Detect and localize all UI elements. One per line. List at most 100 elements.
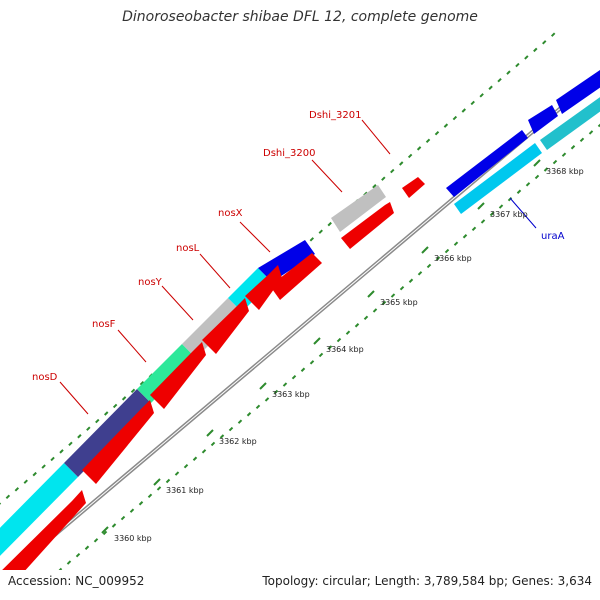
tick-dot-upper — [570, 18, 573, 21]
leader-Dshi-3201 — [361, 119, 391, 155]
gene-arrow-blue-1[interactable] — [446, 130, 528, 197]
tick-dot-lower — [372, 308, 378, 313]
tick-dot-lower — [561, 152, 567, 157]
tick-dot-upper — [5, 494, 11, 500]
tick-dot-lower — [183, 463, 189, 469]
gene-block-uraA[interactable] — [454, 143, 542, 214]
gene-label-dshi-3201[interactable]: Dshi_3201 — [309, 110, 361, 121]
tick-dot-lower — [58, 567, 63, 570]
tick-mark-3367 — [477, 202, 485, 210]
tick-dot-lower — [165, 478, 171, 484]
gene-arrow-blue-2[interactable] — [528, 105, 558, 134]
tick-mark-3362 — [206, 429, 214, 437]
tick-mark-3360 — [101, 526, 109, 534]
tick-dot-lower — [588, 130, 594, 135]
tick-dot-lower — [552, 159, 558, 165]
gene-block-nosL[interactable] — [228, 268, 272, 312]
tick-dot-lower — [156, 486, 162, 491]
tick-label-3366: 3366 kbp — [434, 254, 472, 263]
leader-nosY — [161, 285, 194, 321]
gene-label-dshi-3200[interactable]: Dshi_3200 — [263, 148, 315, 159]
tick-dot-lower — [147, 493, 153, 499]
tick-dot-upper — [50, 456, 55, 462]
tick-dot-lower — [426, 263, 432, 269]
gene-label-nosy[interactable]: nosY — [138, 277, 163, 288]
gene-label-uraa[interactable]: uraA — [541, 231, 565, 242]
tick-dot-lower — [318, 352, 324, 358]
map-title: Dinoroseobacter shibae DFL 12, complete … — [122, 9, 478, 25]
tick-dot-upper — [497, 77, 502, 83]
gene-labels: nosD nosF nosY nosL nosX Dshi_3200 Dshi_3201ur… — [32, 110, 565, 383]
tick-dot-lower — [237, 419, 243, 424]
tick-dot-lower — [210, 441, 216, 447]
tick-dot-lower — [66, 560, 72, 565]
tick-dot-lower — [399, 285, 405, 291]
gene-block-cyan-right[interactable] — [540, 90, 600, 150]
leader-nosD — [59, 381, 89, 415]
tick-dot-lower — [525, 182, 531, 187]
tick-dot-lower — [597, 123, 600, 128]
tick-dot-upper — [130, 388, 136, 393]
tick-dot-lower — [273, 389, 279, 395]
gene-block-cyan-left[interactable] — [0, 463, 78, 562]
tick-dot-lower — [408, 278, 414, 283]
tick-dot-lower — [84, 545, 90, 550]
tick-mark-3361 — [153, 478, 161, 486]
tick-dot-upper — [524, 55, 529, 60]
gene-arrow-red-4[interactable] — [202, 298, 249, 354]
tick-dot-upper — [479, 93, 484, 98]
gene-arrow-Dshi-3200[interactable] — [341, 202, 394, 249]
tick-dot-lower — [300, 367, 306, 372]
gene-label-nosl[interactable]: nosL — [176, 243, 200, 254]
tick-dot-lower — [111, 523, 117, 528]
gene-arrow-red-6[interactable] — [270, 253, 322, 300]
tick-dot-upper — [327, 221, 332, 227]
tick-dot-lower — [471, 226, 477, 232]
tick-dot-upper — [23, 479, 28, 484]
tick-label-3360: 3360 kbp — [114, 534, 152, 543]
tick-dot-upper — [104, 411, 109, 416]
gene-block-nosD[interactable] — [64, 389, 151, 477]
tick-dot-upper — [470, 100, 475, 106]
gene-label-nosd[interactable]: nosD — [32, 372, 58, 383]
gene-block-nosY[interactable] — [182, 298, 242, 358]
tick-dot-upper — [506, 70, 511, 75]
tick-dot-upper — [550, 32, 556, 37]
tick-dot-lower — [507, 196, 513, 202]
accession-text: Accession: NC_009952 — [8, 574, 145, 588]
tick-dot-upper — [488, 85, 493, 90]
tick-dot-lower — [228, 426, 234, 432]
tick-dot-upper — [77, 434, 82, 439]
tick-dot-upper — [381, 176, 386, 181]
tick-mark-3366 — [421, 246, 429, 254]
tick-dot-lower — [453, 241, 459, 246]
tick-label-3368: 3368 kbp — [546, 167, 584, 176]
gene-block-Dshi-3200[interactable] — [331, 185, 386, 232]
tick-dot-lower — [291, 374, 297, 380]
gene-arrow-red-1[interactable] — [0, 490, 86, 594]
tick-dot-upper — [390, 168, 395, 174]
tick-dot-upper — [416, 146, 422, 151]
gene-label-nosx[interactable]: nosX — [218, 208, 243, 219]
gene-arrow-blue-3[interactable] — [556, 70, 600, 114]
tick-mark-3368 — [533, 159, 541, 167]
tick-dot-lower — [246, 412, 252, 417]
leader-nosL — [199, 253, 231, 289]
tick-dot-lower — [138, 501, 144, 506]
gene-label-nosf[interactable]: nosF — [92, 319, 116, 330]
tick-mark-3363 — [259, 382, 267, 390]
tick-dot-lower — [354, 323, 360, 328]
tick-dot-upper — [515, 62, 520, 68]
gene-arrow-red-5[interactable] — [245, 265, 282, 310]
tick-dot-lower — [543, 167, 549, 172]
tick-dot-upper — [561, 26, 564, 29]
gene-arrow-red-3[interactable] — [150, 342, 206, 409]
gene-arrow-red-2[interactable] — [82, 400, 154, 484]
tick-dot-upper — [443, 123, 449, 128]
tick-dot-lower — [381, 300, 387, 306]
tick-dot-lower — [570, 145, 576, 150]
tick-dot-upper — [461, 108, 466, 113]
gene-block-nosF[interactable] — [137, 344, 196, 403]
tick-dot-lower — [255, 404, 261, 410]
gene-arrow-Dshi-3201[interactable] — [402, 177, 425, 198]
